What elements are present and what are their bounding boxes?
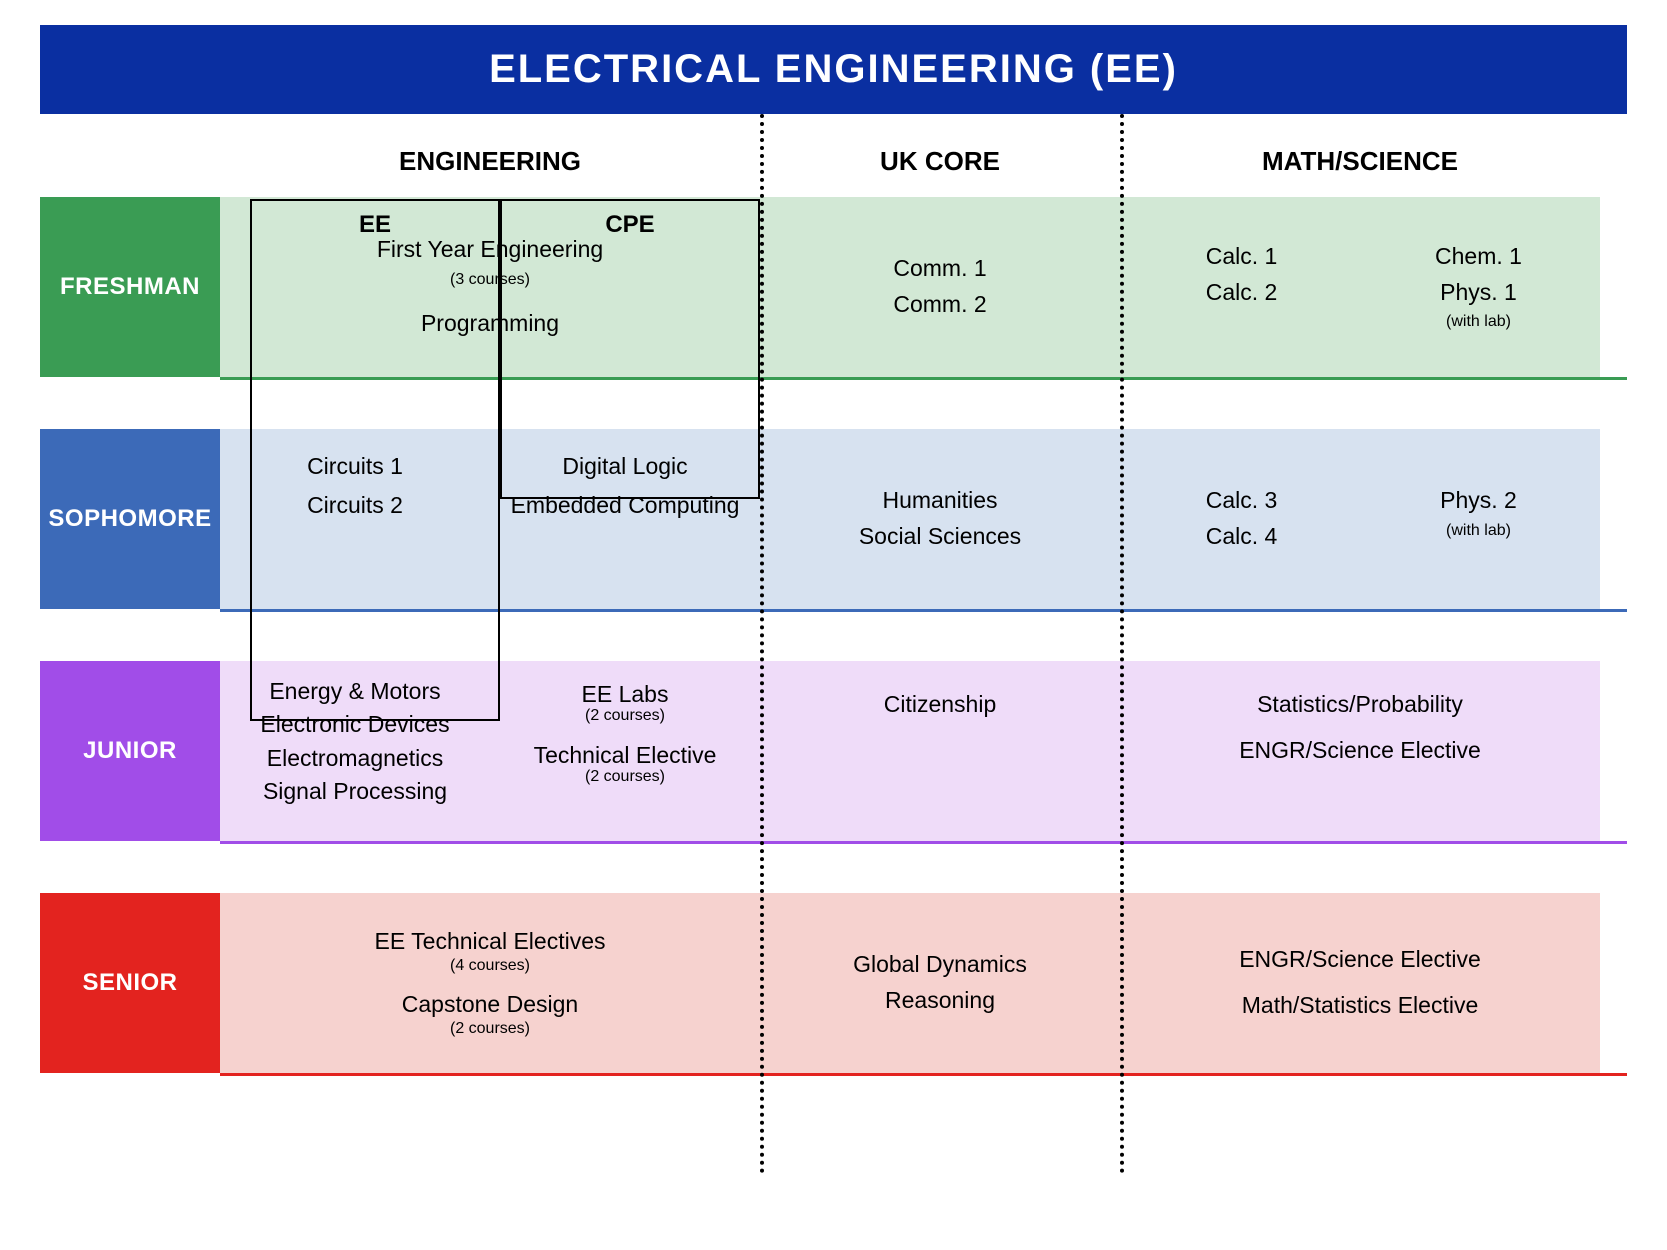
course-humanities: Humanities (882, 483, 997, 519)
course-phys2-sub: (with lab) (1446, 519, 1511, 544)
freshman-mathsci: Calc. 1 Calc. 2 Chem. 1 Phys. 1 (with la… (1120, 197, 1600, 377)
junior-ukcore: Citizenship (760, 661, 1120, 841)
course-ee-labs: EE Labs (582, 681, 669, 707)
course-ee-tech-electives-sub: (4 courses) (450, 956, 530, 975)
row-underline-freshman (220, 377, 1627, 380)
course-phys1-sub: (with lab) (1446, 310, 1511, 335)
course-programming: Programming (421, 306, 559, 342)
course-embedded-computing: Embedded Computing (511, 486, 740, 525)
year-label-junior: JUNIOR (40, 661, 220, 841)
row-sophomore: SOPHOMORE Circuits 1 Circuits 2 Digital … (40, 429, 1627, 609)
column-headers: ENGINEERING UK CORE MATH/SCIENCE (40, 114, 1627, 197)
year-label-senior: SENIOR (40, 893, 220, 1073)
senior-mathsci: ENGR/Science Elective Math/Statistics El… (1120, 893, 1600, 1073)
course-capstone: Capstone Design (402, 991, 578, 1019)
course-signal-processing: Signal Processing (263, 775, 447, 808)
row-freshman: FRESHMAN First Year Engineering (3 cours… (40, 197, 1627, 377)
freshman-engineering: First Year Engineering (3 courses) Progr… (220, 197, 760, 377)
course-technical-elective: Technical Elective (534, 742, 717, 768)
course-calc3: Calc. 3 (1206, 483, 1278, 519)
course-circuits1: Circuits 1 (307, 447, 403, 486)
page-title: ELECTRICAL ENGINEERING (EE) (40, 25, 1627, 114)
course-stats-probability: Statistics/Probability (1257, 687, 1463, 723)
col-engineering: ENGINEERING (220, 146, 760, 177)
senior-engineering: EE Technical Electives (4 courses) Capst… (220, 893, 760, 1073)
course-digital-logic: Digital Logic (562, 447, 687, 486)
course-energy-motors: Energy & Motors (269, 675, 440, 708)
sophomore-engineering: Circuits 1 Circuits 2 Digital Logic Embe… (220, 429, 760, 609)
course-technical-elective-sub: (2 courses) (585, 768, 665, 786)
column-separator-2 (1120, 114, 1124, 1174)
course-global-dynamics: Global Dynamics (853, 947, 1027, 983)
col-ukcore: UK CORE (760, 146, 1120, 177)
sophomore-mathsci: Calc. 3 Calc. 4 Phys. 2 (with lab) (1120, 429, 1600, 609)
freshman-ukcore: Comm. 1 Comm. 2 (760, 197, 1120, 377)
course-chem1: Chem. 1 (1435, 239, 1522, 275)
senior-ukcore: Global Dynamics Reasoning (760, 893, 1120, 1073)
year-label-sophomore: SOPHOMORE (40, 429, 220, 609)
course-comm2: Comm. 2 (893, 287, 986, 323)
course-engr-science-elective-jr: ENGR/Science Elective (1239, 733, 1481, 769)
course-reasoning: Reasoning (885, 983, 995, 1019)
row-underline-sophomore (220, 609, 1627, 612)
course-ee-tech-electives: EE Technical Electives (375, 928, 606, 956)
year-label-freshman: FRESHMAN (40, 197, 220, 377)
course-first-year-eng-sub: (3 courses) (450, 268, 530, 293)
course-circuits2: Circuits 2 (307, 486, 403, 525)
course-citizenship: Citizenship (884, 687, 997, 723)
course-engr-science-elective-sr: ENGR/Science Elective (1239, 942, 1481, 978)
junior-mathsci: Statistics/Probability ENGR/Science Elec… (1120, 661, 1600, 841)
course-ee-labs-sub: (2 courses) (585, 707, 665, 725)
junior-engineering: Energy & Motors Electronic Devices Elect… (220, 661, 760, 841)
course-comm1: Comm. 1 (893, 251, 986, 287)
row-underline-senior (220, 1073, 1627, 1076)
row-senior: SENIOR EE Technical Electives (4 courses… (40, 893, 1627, 1073)
course-social-sciences: Social Sciences (859, 519, 1021, 555)
course-capstone-sub: (2 courses) (450, 1019, 530, 1038)
course-calc2: Calc. 2 (1206, 275, 1278, 311)
course-math-stats-elective: Math/Statistics Elective (1242, 988, 1478, 1024)
course-first-year-eng: First Year Engineering (377, 232, 603, 268)
col-mathscience: MATH/SCIENCE (1120, 146, 1600, 177)
course-phys1: Phys. 1 (1440, 275, 1517, 311)
course-calc1: Calc. 1 (1206, 239, 1278, 275)
row-underline-junior (220, 841, 1627, 844)
sophomore-ukcore: Humanities Social Sciences (760, 429, 1120, 609)
column-separator-1 (760, 114, 764, 1174)
course-phys2: Phys. 2 (1440, 483, 1517, 519)
row-junior: JUNIOR Energy & Motors Electronic Device… (40, 661, 1627, 841)
course-electronic-devices: Electronic Devices (260, 708, 449, 741)
course-calc4: Calc. 4 (1206, 519, 1278, 555)
course-electromagnetics: Electromagnetics (267, 742, 443, 775)
